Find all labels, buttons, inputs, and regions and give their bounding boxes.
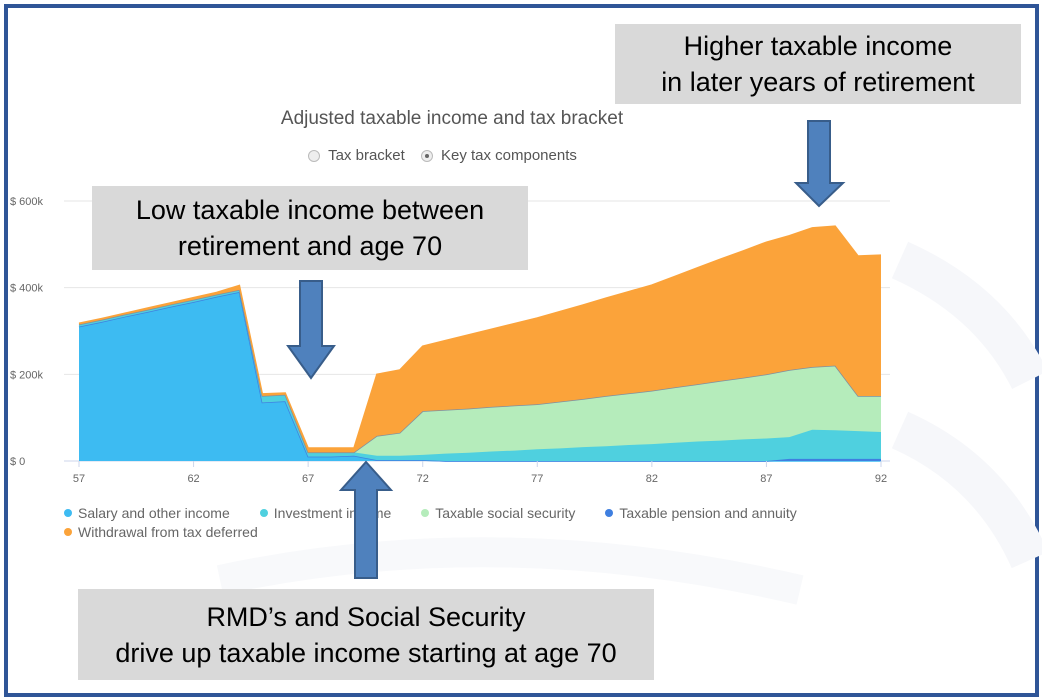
y-tick-label: $ 400k [10, 283, 44, 295]
chart-title: Adjusted taxable income and tax bracket [280, 108, 624, 129]
area-withdrawal-from-tax-deferred [79, 226, 881, 453]
area-taxable-social-security [79, 289, 881, 456]
annotation-line: in later years of retirement [661, 67, 975, 97]
x-tick-label: 82 [646, 473, 658, 485]
area-investment-income [79, 289, 881, 461]
x-tick-label: 67 [302, 473, 314, 485]
annotation-line: Higher taxable income [683, 31, 953, 61]
legend-label: Withdrawal from tax deferred [78, 524, 258, 540]
annotation-low-income: Low taxable income between retirement an… [92, 186, 528, 270]
legend-item[interactable]: Investment income [259, 504, 392, 522]
chart-legend: Salary and other income Investment income… [64, 503, 884, 541]
x-tick-label: 72 [417, 473, 429, 485]
legend-swatch-icon [64, 528, 72, 536]
annotation-rmd: RMD’s and Social Security drive up taxab… [78, 589, 654, 680]
radio-key-tax-components[interactable]: Key tax components [420, 147, 577, 164]
legend-label: Taxable pension and annuity [619, 505, 797, 521]
annotation-line: drive up taxable income starting at age … [115, 637, 617, 668]
legend-swatch-icon [64, 509, 72, 517]
area-salary-and-other-income [79, 292, 881, 461]
legend-item[interactable]: Taxable social security [421, 504, 575, 522]
y-tick-label: $ 0 [10, 456, 25, 468]
legend-item[interactable]: Withdrawal from tax deferred [64, 523, 258, 541]
annotation-line: retirement and age 70 [177, 231, 443, 261]
legend-swatch-icon [259, 509, 268, 517]
legend-label: Investment income [273, 505, 392, 521]
watermark-arcs [216, 241, 1042, 605]
legend-swatch-icon [421, 509, 430, 517]
annotation-line: Low taxable income between [135, 195, 485, 225]
radio-dot[interactable] [308, 149, 321, 162]
legend-label: Taxable social security [435, 505, 576, 521]
x-tick-label: 77 [531, 473, 543, 485]
radio-label: Key tax components [440, 147, 577, 164]
legend-item[interactable]: Taxable pension and annuity [605, 504, 797, 522]
legend-label: Salary and other income [78, 505, 230, 521]
radio-label: Tax bracket [328, 147, 405, 164]
x-tick-label: 57 [73, 473, 85, 485]
radio-tax-bracket[interactable]: Tax bracket [308, 147, 405, 164]
radio-dot-selected[interactable] [420, 149, 433, 162]
y-tick-label: $ 600k [10, 196, 44, 208]
x-tick-label: 92 [875, 473, 887, 485]
x-tick-label: 87 [760, 473, 772, 485]
x-tick-label: 62 [187, 473, 199, 485]
annotation-higher-income: Higher taxable income in later years of … [615, 24, 1021, 104]
annotation-line: RMD’s and Social Security [206, 601, 526, 632]
slide-frame [4, 4, 1039, 697]
y-tick-label: $ 200k [10, 369, 44, 381]
legend-swatch-icon [605, 509, 614, 517]
series-line [78, 225, 882, 449]
legend-item[interactable]: Salary and other income [64, 504, 230, 522]
view-radio-group: Tax bracket Key tax components [0, 147, 885, 166]
